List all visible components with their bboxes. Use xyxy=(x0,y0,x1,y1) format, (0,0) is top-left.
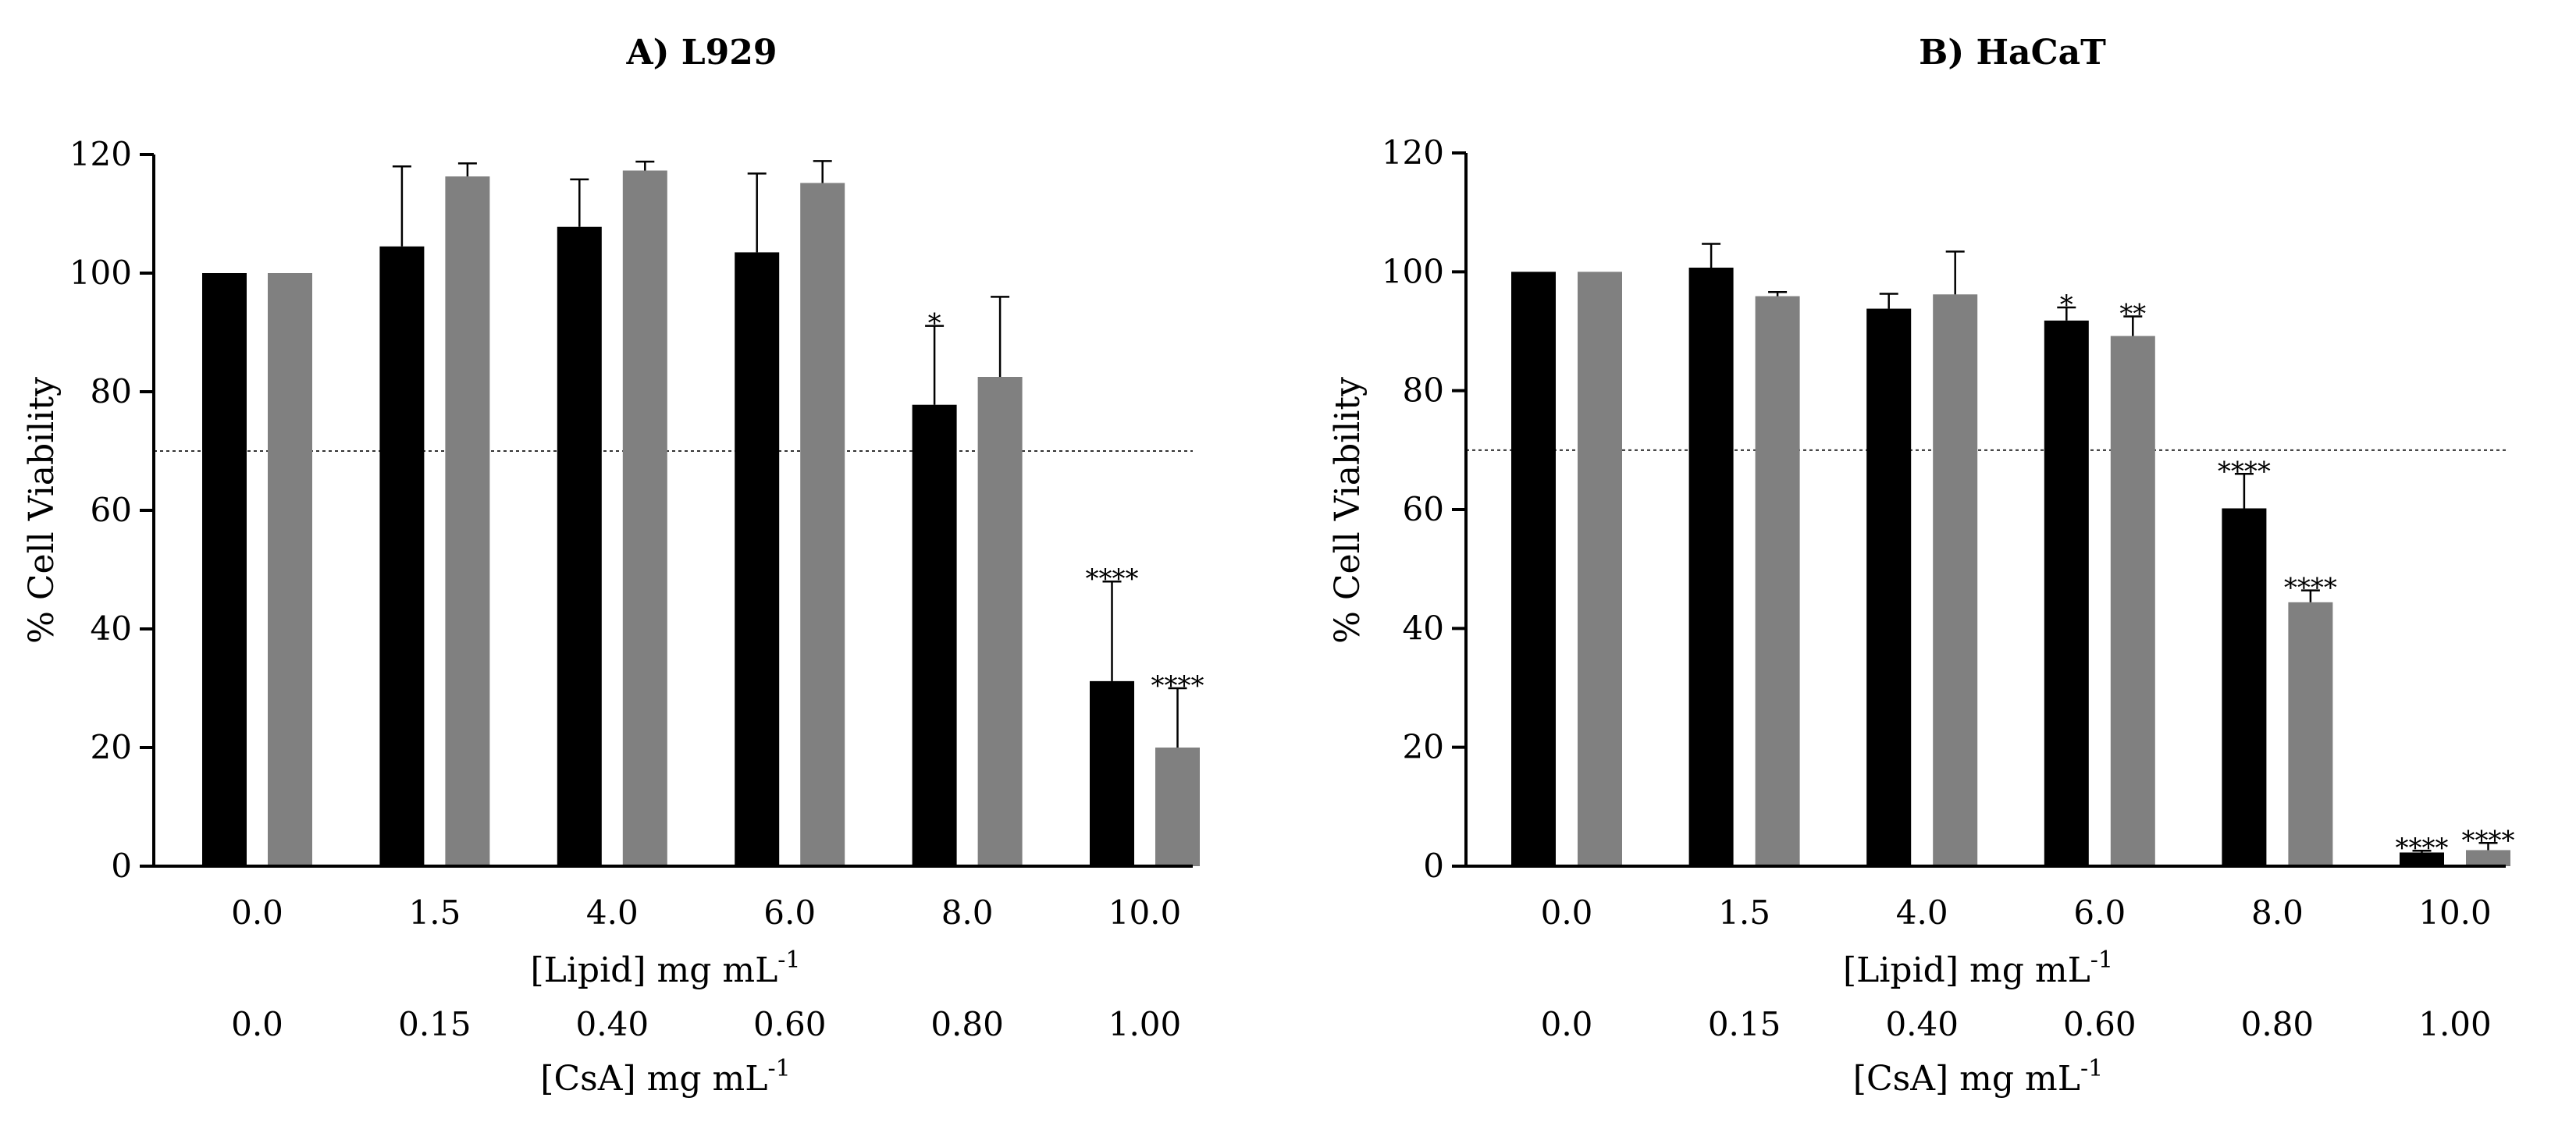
bar-series-1 xyxy=(1688,268,1734,866)
x2-tick-label: 1.00 xyxy=(2418,1005,2492,1043)
y-tick-label: 60 xyxy=(1403,490,1444,528)
x2-axis-label-text: [CsA] mg mL xyxy=(1853,1059,2080,1099)
chart-a: A) L929 0 20 40 60 80 100 120 0.0 0.0 1.5 0.15 4.0 0.… xyxy=(22,33,1204,1099)
y-axis-label: % Cell Viability xyxy=(22,377,62,644)
bar-series-2 xyxy=(800,183,845,867)
y-tick-label: 100 xyxy=(1382,252,1444,290)
bar-series-2 xyxy=(268,273,312,866)
x-axis-label-sup: -1 xyxy=(777,947,800,974)
x2-tick-label: 0.40 xyxy=(576,1005,649,1043)
x2-tick-label: 0.0 xyxy=(1541,1005,1593,1043)
y-tick-label: 40 xyxy=(1403,609,1444,647)
bar-series-1 xyxy=(1866,308,1912,867)
bar-series-1 xyxy=(735,252,780,866)
significance-marker: **** xyxy=(1086,563,1139,595)
bar-series-1 xyxy=(202,273,247,866)
x2-axis-label: [CsA] mg mL-1 xyxy=(1853,1055,2103,1099)
chart-title: B) HaCaT xyxy=(1919,33,2106,73)
y-tick-label: 80 xyxy=(91,372,132,410)
x2-tick-label: 0.15 xyxy=(398,1005,471,1043)
x-tick-label: 4.0 xyxy=(586,893,639,932)
significance-marker: * xyxy=(928,308,941,339)
x2-tick-label: 0.80 xyxy=(930,1005,1004,1043)
significance-marker: **** xyxy=(2396,833,2449,864)
bar-series-1 xyxy=(379,246,425,866)
bar-series-2 xyxy=(2466,850,2510,866)
x-tick-label: 1.5 xyxy=(409,893,461,932)
x2-tick-label: 0.15 xyxy=(1708,1005,1781,1043)
bar-series-2 xyxy=(1155,748,1200,866)
x-tick-label: 8.0 xyxy=(2251,893,2304,932)
x-axis-label: [Lipid] mg mL-1 xyxy=(1843,947,2113,990)
x-tick-label: 6.0 xyxy=(763,893,816,932)
bar-series-2 xyxy=(622,170,667,866)
x-tick-label: 0.0 xyxy=(1541,893,1593,932)
y-tick-label: 0 xyxy=(111,847,132,885)
x-axis-label-text: [Lipid] mg mL xyxy=(1843,950,2090,990)
x2-tick-label: 0.0 xyxy=(231,1005,283,1043)
significance-marker: **** xyxy=(2284,573,2337,604)
x-tick-label: 0.0 xyxy=(231,893,283,932)
x2-axis-label-sup: -1 xyxy=(2080,1055,2103,1082)
y-tick-label: 120 xyxy=(69,135,132,173)
bar-series-1 xyxy=(2222,508,2267,866)
x-tick-label: 4.0 xyxy=(1896,893,1948,932)
y-tick-label: 0 xyxy=(1423,847,1444,885)
x2-tick-label: 0.60 xyxy=(2063,1005,2137,1043)
x-tick-label: 10.0 xyxy=(1108,893,1182,932)
y-tick-label: 120 xyxy=(1382,133,1444,172)
x2-tick-label: 0.40 xyxy=(1885,1005,1959,1043)
x-axis-label: [Lipid] mg mL-1 xyxy=(530,947,800,990)
bar-series-2 xyxy=(2288,602,2333,866)
x-tick-label: 10.0 xyxy=(2418,893,2492,932)
y-axis-label: % Cell Viability xyxy=(1328,377,1368,644)
bar-series-1 xyxy=(912,404,957,866)
significance-marker: **** xyxy=(2462,825,2515,856)
x2-axis-label: [CsA] mg mL-1 xyxy=(540,1055,790,1099)
bar-series-2 xyxy=(445,176,490,866)
bar-series-1 xyxy=(1090,680,1134,866)
y-tick-label: 80 xyxy=(1403,371,1444,410)
bar-series-1 xyxy=(557,226,602,867)
x2-axis-label-sup: -1 xyxy=(767,1055,790,1082)
significance-marker: ** xyxy=(2119,298,2146,329)
x2-tick-label: 0.60 xyxy=(753,1005,827,1043)
bar-series-2 xyxy=(2110,336,2155,866)
y-tick-label: 100 xyxy=(69,254,132,292)
bar-series-2 xyxy=(1755,296,1800,867)
significance-marker: * xyxy=(2060,289,2073,321)
significance-marker: **** xyxy=(1151,670,1204,702)
bar-series-2 xyxy=(1578,272,1622,866)
bar-series-1 xyxy=(2400,852,2444,866)
bar-series-2 xyxy=(977,377,1023,866)
x-tick-label: 1.5 xyxy=(1718,893,1770,932)
x2-tick-label: 0.80 xyxy=(2241,1005,2314,1043)
x-axis-label-sup: -1 xyxy=(2090,947,2113,974)
y-tick-label: 40 xyxy=(91,609,132,648)
bar-series-1 xyxy=(2044,320,2089,866)
y-tick-label: 60 xyxy=(91,491,132,529)
significance-marker: **** xyxy=(2218,456,2271,487)
x-tick-label: 8.0 xyxy=(941,893,994,932)
x2-axis-label-text: [CsA] mg mL xyxy=(540,1059,767,1099)
y-tick-label: 20 xyxy=(91,728,132,766)
chart-title: A) L929 xyxy=(625,33,777,73)
chart-b: B) HaCaT 0 20 40 60 80 100 120 0.0 0.0 1.5 0.15 4.0 0… xyxy=(1328,33,2515,1099)
bar-series-1 xyxy=(1511,272,1556,866)
x-tick-label: 6.0 xyxy=(2073,893,2126,932)
x-axis-label-text: [Lipid] mg mL xyxy=(530,950,777,990)
x2-tick-label: 1.00 xyxy=(1108,1005,1182,1043)
y-tick-label: 20 xyxy=(1403,728,1444,766)
bar-series-2 xyxy=(1933,294,1978,866)
